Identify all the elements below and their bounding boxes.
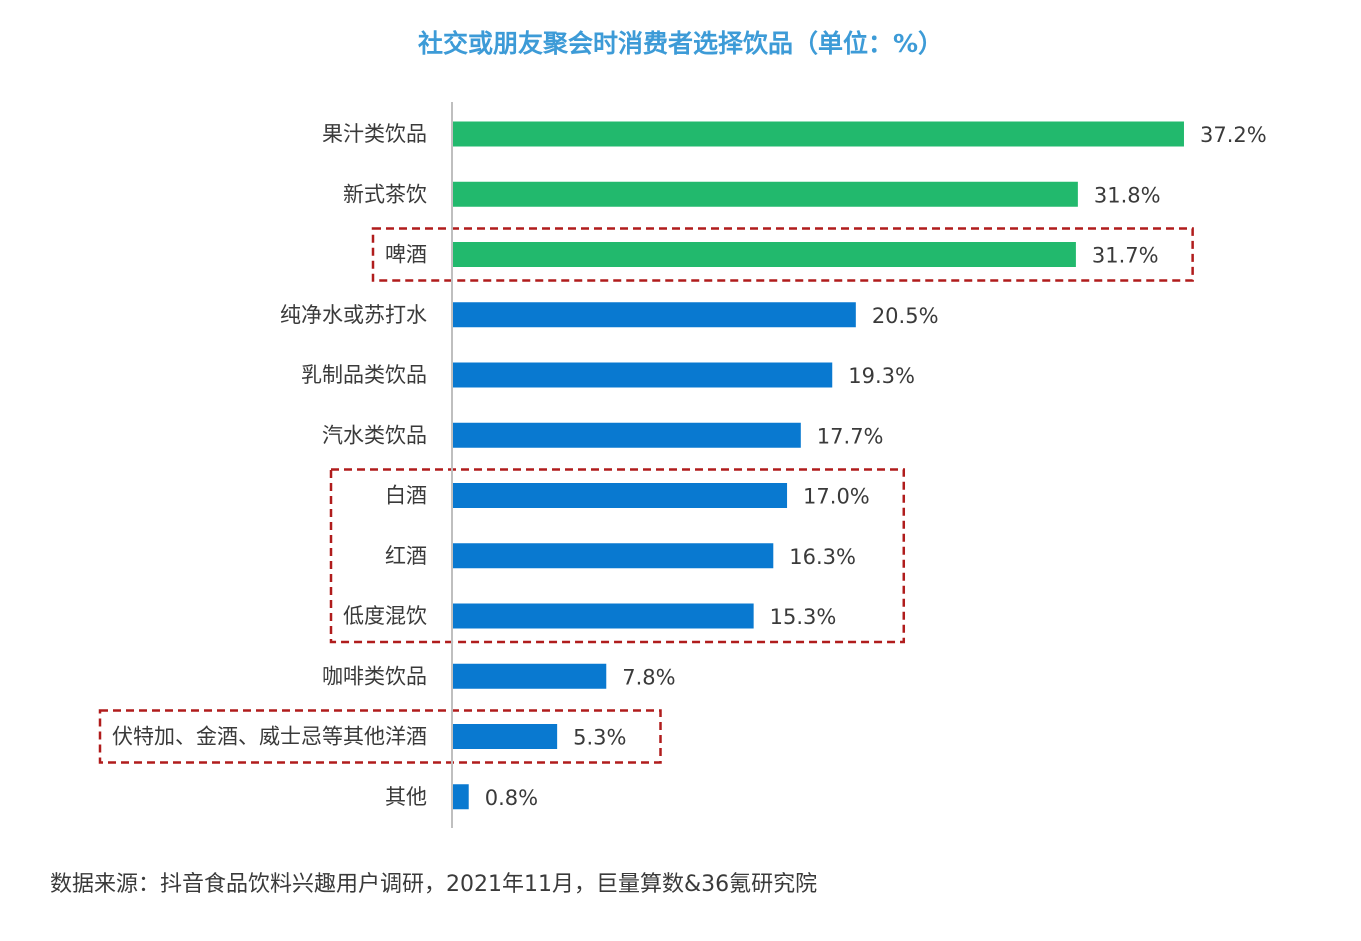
category-label: 其他 — [385, 785, 427, 809]
bar — [453, 121, 1184, 147]
category-label: 纯净水或苏打水 — [280, 303, 427, 327]
bars-group: 果汁类饮品 37.2% 新式茶饮 31.8% 啤酒 31.7% 纯净水或苏打水 20.5% 乳制… — [112, 121, 1267, 810]
category-label: 红酒 — [385, 544, 427, 568]
chart-title: 社交或朋友聚会时消费者选择饮品（单位：%） — [417, 29, 944, 58]
bar — [453, 724, 558, 749]
bar — [453, 663, 607, 689]
value-label: 20.5% — [872, 304, 939, 328]
bar — [453, 302, 856, 328]
category-label: 低度混饮 — [343, 604, 427, 628]
value-label: 17.7% — [817, 424, 884, 448]
category-label: 咖啡类饮品 — [322, 664, 427, 688]
bar — [453, 784, 469, 810]
value-label: 15.3% — [770, 605, 837, 629]
bar — [453, 362, 833, 388]
value-label: 19.3% — [848, 364, 915, 388]
value-label: 31.8% — [1094, 183, 1161, 207]
bar-chart: 果汁类饮品 37.2% 新式茶饮 31.8% 啤酒 31.7% 纯净水或苏打水 20.5% 乳制… — [98, 102, 1267, 828]
category-label: 啤酒 — [385, 243, 427, 267]
bar — [453, 483, 788, 508]
bar — [453, 543, 774, 569]
bar — [453, 422, 801, 448]
category-label: 白酒 — [385, 484, 427, 508]
bar — [453, 181, 1078, 207]
category-label: 乳制品类饮品 — [301, 363, 427, 387]
highlight-box — [98, 709, 662, 764]
category-label: 新式茶饮 — [343, 182, 427, 206]
highlight-box — [329, 468, 906, 644]
bar — [453, 603, 754, 629]
value-label: 7.8% — [622, 665, 675, 689]
value-label: 0.8% — [485, 786, 538, 810]
value-label: 31.7% — [1092, 244, 1159, 268]
value-label: 37.2% — [1200, 123, 1267, 147]
source-note: 数据来源：抖音食品饮料兴趣用户调研，2021年11月，巨量算数&36氪研究院 — [50, 872, 818, 897]
category-label: 伏特加、金酒、威士忌等其他洋酒 — [112, 725, 427, 749]
category-label: 果汁类饮品 — [322, 122, 427, 146]
highlight-boxes — [98, 227, 1194, 764]
value-label: 5.3% — [573, 726, 626, 750]
value-label: 16.3% — [789, 545, 856, 569]
value-label: 17.0% — [803, 485, 870, 509]
category-label: 汽水类饮品 — [322, 423, 427, 447]
highlight-box — [371, 227, 1194, 282]
bar — [453, 242, 1076, 267]
